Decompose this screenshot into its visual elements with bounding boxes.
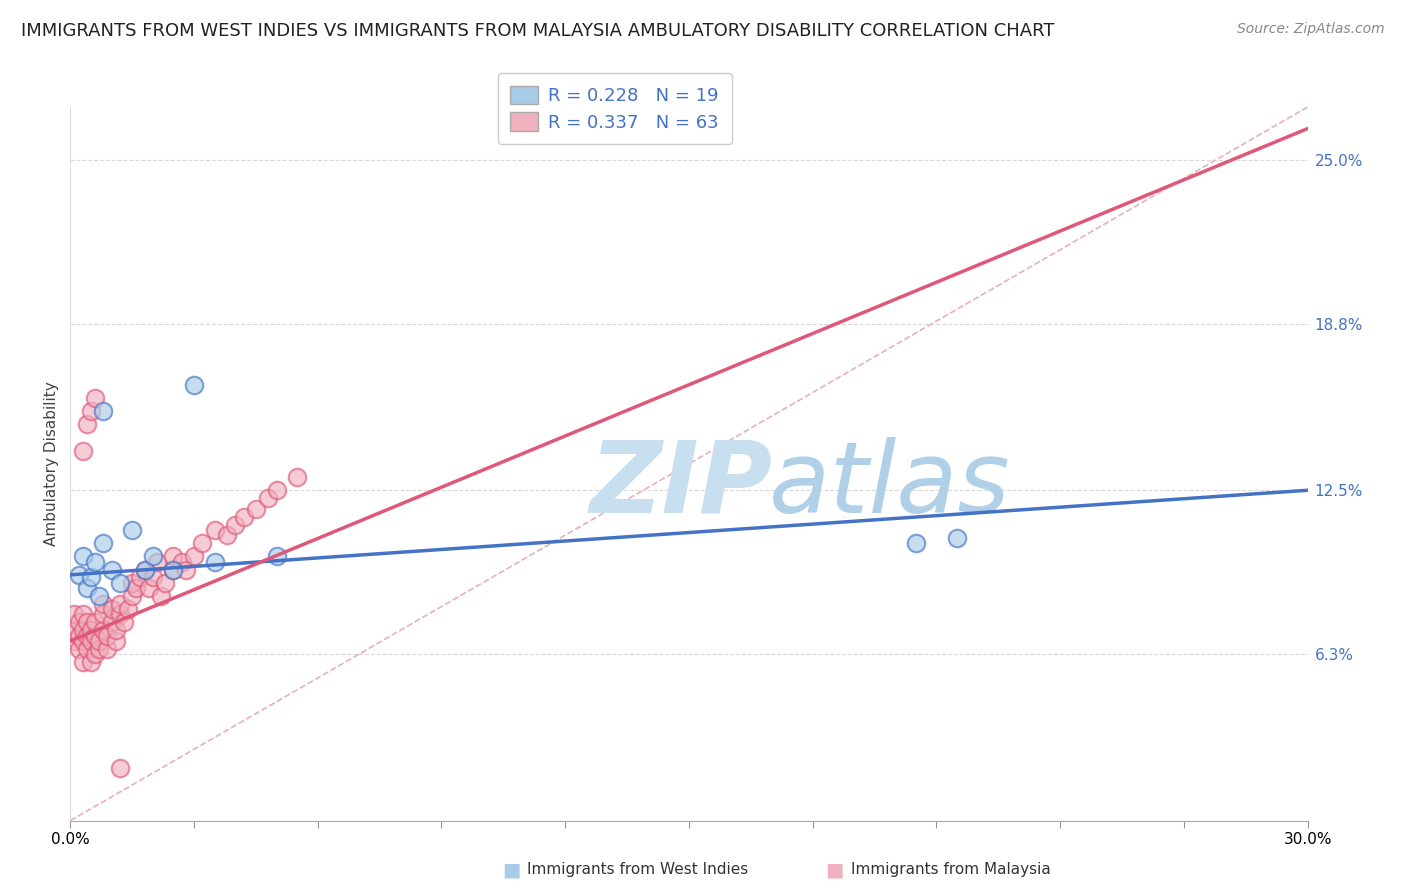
Point	[285, 470, 308, 484]
Point	[108, 607, 131, 622]
Point	[134, 563, 156, 577]
Point	[183, 377, 205, 392]
Point	[224, 517, 246, 532]
Point	[191, 536, 214, 550]
Point	[108, 575, 131, 590]
Text: Immigrants from West Indies: Immigrants from West Indies	[527, 863, 748, 877]
Text: ZIP: ZIP	[591, 437, 773, 533]
Point	[80, 404, 103, 418]
Point	[100, 602, 122, 616]
Point	[121, 575, 143, 590]
Point	[89, 589, 111, 603]
Text: Immigrants from Malaysia: Immigrants from Malaysia	[851, 863, 1050, 877]
Point	[104, 624, 127, 638]
Point	[108, 597, 131, 611]
Point	[150, 589, 173, 603]
Point	[91, 536, 114, 550]
Point	[904, 536, 927, 550]
Point	[84, 391, 107, 405]
Point	[946, 531, 969, 545]
Point	[67, 629, 90, 643]
Point	[89, 641, 111, 656]
Point	[89, 634, 111, 648]
Point	[84, 555, 107, 569]
Text: IMMIGRANTS FROM WEST INDIES VS IMMIGRANTS FROM MALAYSIA AMBULATORY DISABILITY CO: IMMIGRANTS FROM WEST INDIES VS IMMIGRANT…	[21, 22, 1054, 40]
Point	[63, 634, 86, 648]
Point	[80, 634, 103, 648]
Point	[121, 523, 143, 537]
Point	[204, 555, 226, 569]
Point	[72, 443, 94, 458]
Point	[80, 624, 103, 638]
Point	[67, 615, 90, 630]
Legend: R = 0.228   N = 19, R = 0.337   N = 63: R = 0.228 N = 19, R = 0.337 N = 63	[498, 73, 731, 145]
Point	[76, 581, 98, 595]
Point	[266, 549, 288, 564]
Point	[91, 607, 114, 622]
Point	[76, 417, 98, 432]
Point	[63, 607, 86, 622]
Point	[232, 509, 254, 524]
Point	[96, 629, 118, 643]
Point	[174, 563, 197, 577]
Point	[76, 641, 98, 656]
Point	[162, 549, 184, 564]
Point	[72, 607, 94, 622]
Point	[125, 581, 148, 595]
Point	[76, 629, 98, 643]
Point	[84, 615, 107, 630]
Point	[129, 570, 152, 584]
Point	[170, 555, 193, 569]
Point	[108, 761, 131, 775]
Point	[72, 634, 94, 648]
Point	[100, 615, 122, 630]
Point	[162, 563, 184, 577]
Point	[104, 634, 127, 648]
Point	[67, 567, 90, 582]
Point	[257, 491, 280, 506]
Point	[72, 549, 94, 564]
Text: ■: ■	[502, 860, 520, 880]
Point	[72, 624, 94, 638]
Point	[146, 555, 169, 569]
Text: ■: ■	[825, 860, 844, 880]
Point	[215, 528, 238, 542]
Point	[80, 655, 103, 669]
Point	[67, 641, 90, 656]
Point	[142, 549, 165, 564]
Point	[84, 647, 107, 661]
Y-axis label: Ambulatory Disability: Ambulatory Disability	[44, 382, 59, 546]
Point	[266, 483, 288, 498]
Point	[162, 563, 184, 577]
Point	[112, 615, 135, 630]
Point	[245, 501, 267, 516]
Point	[91, 404, 114, 418]
Point	[96, 641, 118, 656]
Text: atlas: atlas	[769, 437, 1011, 533]
Point	[63, 624, 86, 638]
Point	[121, 589, 143, 603]
Point	[91, 597, 114, 611]
Point	[91, 624, 114, 638]
Point	[100, 563, 122, 577]
Point	[204, 523, 226, 537]
Text: Source: ZipAtlas.com: Source: ZipAtlas.com	[1237, 22, 1385, 37]
Point	[153, 575, 176, 590]
Point	[183, 549, 205, 564]
Point	[134, 563, 156, 577]
Point	[117, 602, 139, 616]
Point	[76, 615, 98, 630]
Point	[142, 570, 165, 584]
Point	[84, 629, 107, 643]
Point	[80, 570, 103, 584]
Point	[138, 581, 160, 595]
Point	[72, 655, 94, 669]
